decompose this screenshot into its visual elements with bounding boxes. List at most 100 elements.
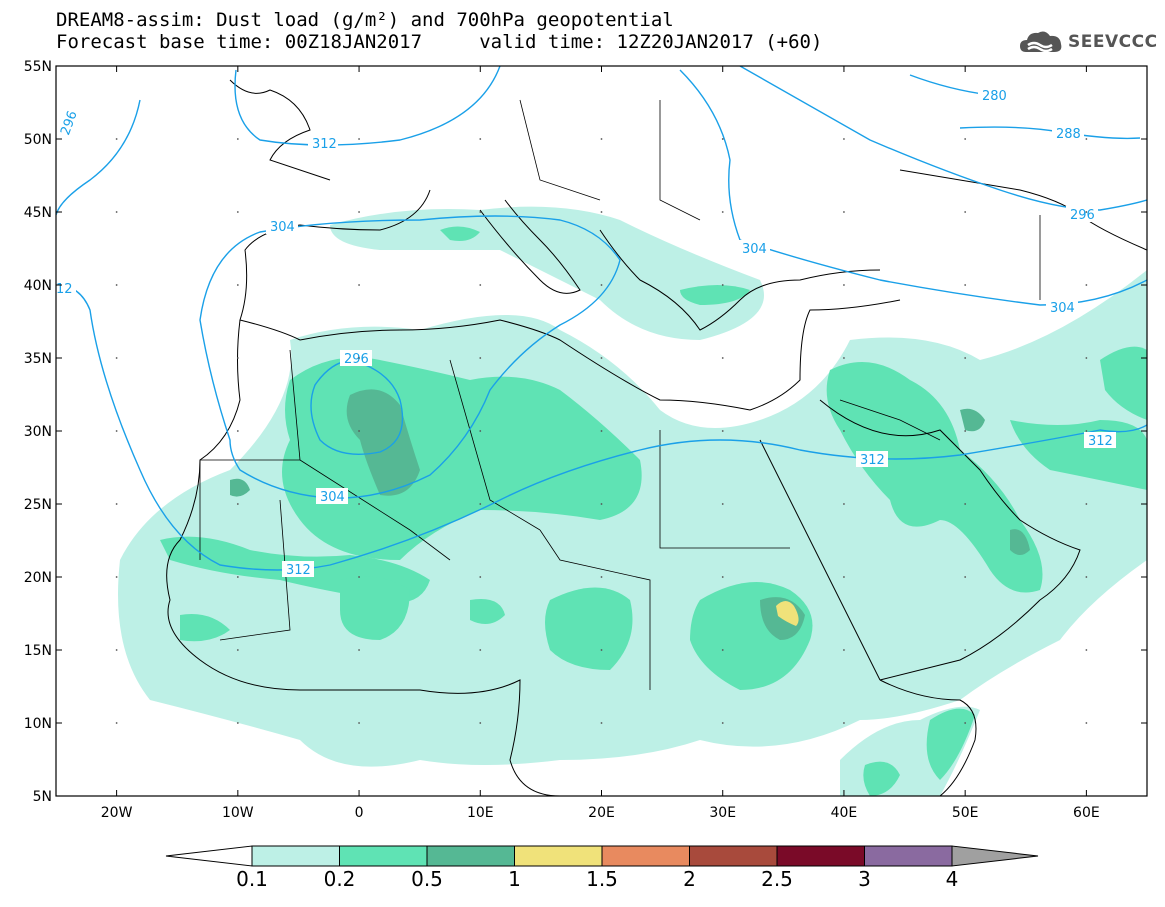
grid-dot xyxy=(843,211,845,213)
colorbar-tick-label: 1 xyxy=(508,867,521,891)
grid-dot xyxy=(721,357,724,359)
grid-dot xyxy=(479,503,482,505)
contour-label: 12 xyxy=(56,280,76,297)
grid-dot xyxy=(479,576,482,578)
contour-label-text: 312 xyxy=(1088,434,1113,449)
contour-label: 312 xyxy=(308,135,338,152)
colorbar-swatch xyxy=(339,845,428,867)
grid-dot xyxy=(843,576,845,578)
grid-dot xyxy=(843,430,845,432)
contour-label-text: 312 xyxy=(286,563,311,578)
grid-dot xyxy=(479,284,482,286)
colorbar-tick-label: 1.5 xyxy=(586,867,618,891)
colorbar-swatch xyxy=(251,845,340,867)
lat-tick-label: 20N xyxy=(24,570,52,586)
colorbar-swatch xyxy=(426,845,515,867)
grid-dot xyxy=(479,211,482,213)
grid-dot xyxy=(843,649,845,651)
contour-label: 304 xyxy=(738,240,770,257)
grid-dot xyxy=(721,649,724,651)
contour-label-text: 304 xyxy=(1050,301,1075,316)
lon-tick-label: 30E xyxy=(709,805,736,821)
lon-tick-label: 10W xyxy=(222,805,254,821)
grid-dot xyxy=(964,503,967,505)
grid-dot xyxy=(236,722,239,724)
colorbar-under-triangle xyxy=(165,845,253,867)
grid-dot xyxy=(964,284,967,286)
contour-label: 304 xyxy=(266,218,298,235)
contour-label-group: 312 296 304 280 288 296 304 304 12 296 3… xyxy=(56,87,1116,578)
contour-label-text: 288 xyxy=(1056,127,1081,142)
lat-tick-label: 35N xyxy=(24,351,52,367)
contour-label-text: 280 xyxy=(982,89,1007,104)
seevccc-logo: SEEVCCC xyxy=(1018,28,1158,56)
longitude-axis: 20W 10W 0 10E 20E 30E 40E 50E 60E xyxy=(101,66,1100,821)
lat-tick-label: 55N xyxy=(24,59,52,75)
grid-dot xyxy=(236,649,239,651)
grid-dot xyxy=(236,576,239,578)
grid-dot xyxy=(479,430,482,432)
grid-dot xyxy=(843,138,845,140)
lon-tick-label: 50E xyxy=(952,805,979,821)
lon-tick-label: 20E xyxy=(588,805,615,821)
contour-label-text: 304 xyxy=(270,220,295,235)
grid-dot xyxy=(479,138,482,140)
grid-dot xyxy=(600,284,603,286)
colorbar-tick-label: 2 xyxy=(683,867,696,891)
country-borders xyxy=(199,99,1041,690)
lon-tick-label: 20W xyxy=(101,805,133,821)
contour-label: 288 xyxy=(1052,125,1084,142)
grid-dot xyxy=(115,430,118,432)
grid-dot xyxy=(964,722,967,724)
lat-tick-label: 50N xyxy=(24,132,52,148)
contour-label: 312 xyxy=(282,561,314,578)
title-line-2: Forecast base time: 00Z18JAN2017 valid t… xyxy=(56,31,823,53)
lat-tick-label: 45N xyxy=(24,205,52,221)
grid-dot xyxy=(600,722,603,724)
grid-dot xyxy=(1085,649,1088,651)
contour-label-text: 296 xyxy=(344,352,369,367)
grid-dot xyxy=(115,649,118,651)
lat-tick-label: 5N xyxy=(33,789,52,805)
grid-dot xyxy=(721,576,724,578)
grid-dot xyxy=(600,357,603,359)
contour-label: 304 xyxy=(1046,299,1078,316)
grid-dot xyxy=(1085,576,1088,578)
grid-dot xyxy=(479,357,482,359)
grid-dot xyxy=(964,357,967,359)
grid-dot xyxy=(964,576,967,578)
grid-dot xyxy=(843,503,845,505)
grid-dot xyxy=(600,211,603,213)
grid-dot xyxy=(1085,138,1088,140)
contour-label-text: 304 xyxy=(742,242,767,257)
latitude-axis: 55N 50N 45N 40N 35N 30N 25N 20N 15N 10N 5N xyxy=(24,59,1147,805)
grid-dot xyxy=(115,138,118,140)
colorbar-tick-label: 0.2 xyxy=(324,867,356,891)
contour-label-text: 296 xyxy=(1070,208,1095,223)
lon-tick-label: 40E xyxy=(831,805,858,821)
grid-dot xyxy=(358,284,360,286)
contour-label: 312 xyxy=(856,451,888,468)
colorbar-tick-label: 3 xyxy=(858,867,871,891)
grid-dot xyxy=(358,138,360,140)
dust-band-peak xyxy=(776,601,799,626)
grid-dot xyxy=(964,211,967,213)
colorbar-swatch xyxy=(689,845,778,867)
cloud-icon xyxy=(1020,31,1062,53)
lat-tick-label: 40N xyxy=(24,278,52,294)
grid-dot xyxy=(115,722,118,724)
grid-dot xyxy=(843,284,845,286)
contour-label: 296 xyxy=(340,350,372,367)
grid-dot xyxy=(236,430,239,432)
contour-label: 312 xyxy=(1084,432,1116,449)
graticule-dots xyxy=(115,138,1088,724)
grid-dot xyxy=(721,211,724,213)
contour-label-text: 312 xyxy=(312,137,337,152)
grid-dot xyxy=(236,138,239,140)
grid-dot xyxy=(358,503,360,505)
grid-dot xyxy=(721,284,724,286)
colorbar-swatch xyxy=(776,845,865,867)
grid-dot xyxy=(115,576,118,578)
contour-label-text: 12 xyxy=(56,282,73,297)
